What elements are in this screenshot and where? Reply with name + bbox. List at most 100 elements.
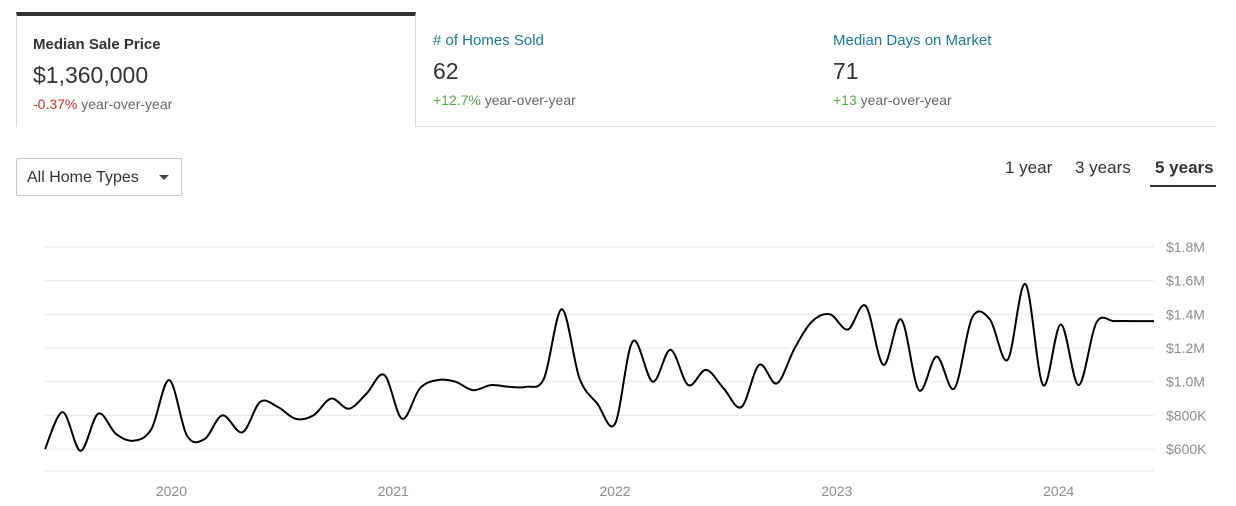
data-point[interactable] (416, 385, 424, 393)
metric-change: +13 year-over-year (833, 92, 952, 108)
data-point[interactable] (165, 376, 173, 384)
data-point[interactable] (755, 361, 763, 369)
data-point[interactable] (540, 374, 548, 382)
data-point[interactable] (201, 435, 209, 443)
data-point[interactable] (469, 386, 477, 394)
change-value: -0.37% (33, 96, 78, 112)
data-point[interactable] (968, 314, 976, 322)
home-type-dropdown[interactable]: All Home Types (16, 158, 182, 196)
data-point[interactable] (309, 411, 317, 419)
data-point[interactable] (238, 428, 246, 436)
data-point[interactable] (862, 302, 870, 310)
data-point[interactable] (826, 310, 834, 318)
data-point[interactable] (933, 353, 941, 361)
home-type-selected: All Home Types (27, 169, 139, 186)
data-point[interactable] (773, 379, 781, 387)
metric-label: Median Sale Price (33, 36, 161, 53)
x-tick-label: 2023 (821, 483, 852, 499)
data-point[interactable] (77, 447, 85, 455)
x-tick-label: 2022 (599, 483, 630, 499)
chart-line-layer (44, 283, 1154, 452)
data-point[interactable] (915, 386, 923, 394)
data-point[interactable] (363, 390, 371, 398)
median-sale-price-chart: $600K $800K $1.0M $1.2M $1.4M $1.6M $1.8M 2020… (41, 239, 1207, 499)
metric-value: 62 (433, 58, 459, 84)
data-point[interactable] (1057, 321, 1065, 329)
tab-5-years[interactable]: 5 years (1155, 158, 1214, 177)
metric-tab-median-sale-price[interactable]: Median Sale Price $1,360,000 -0.37% year… (16, 12, 416, 127)
y-axis-labels: $600K $800K $1.0M $1.2M $1.4M $1.6M $1.8M (1166, 239, 1207, 457)
tab-3-years[interactable]: 3 years (1075, 158, 1131, 177)
data-point[interactable] (183, 432, 191, 440)
data-point[interactable] (398, 415, 406, 423)
data-point[interactable] (1004, 356, 1012, 364)
data-point[interactable] (148, 425, 156, 433)
data-point[interactable] (451, 378, 459, 386)
data-point[interactable] (791, 344, 799, 352)
data-point[interactable] (487, 381, 495, 389)
data-point[interactable] (434, 376, 442, 384)
data-point[interactable] (59, 408, 67, 416)
metric-change: -0.37% year-over-year (33, 96, 172, 112)
data-point[interactable] (986, 315, 994, 323)
data-point[interactable] (611, 420, 619, 428)
data-point[interactable] (897, 315, 905, 323)
data-point[interactable] (1128, 317, 1136, 325)
y-tick-label: $1.2M (1166, 340, 1205, 356)
y-tick-label: $1.0M (1166, 374, 1205, 390)
data-point[interactable] (94, 410, 102, 418)
data-point[interactable] (950, 385, 958, 393)
data-point[interactable] (256, 398, 264, 406)
data-point[interactable] (1021, 280, 1029, 288)
metric-value: $1,360,000 (33, 62, 149, 88)
y-tick-label: $800K (1166, 407, 1207, 423)
data-point[interactable] (593, 400, 601, 408)
data-point[interactable] (274, 403, 282, 411)
data-point[interactable] (1150, 317, 1158, 325)
data-point[interactable] (1110, 317, 1118, 325)
data-point[interactable] (218, 411, 226, 419)
metric-change: +12.7% year-over-year (433, 92, 576, 108)
x-tick-label: 2024 (1043, 483, 1074, 499)
metric-tab-days-on-market[interactable]: Median Days on Market 71 +13 year-over-y… (816, 12, 1216, 125)
data-point[interactable] (41, 445, 49, 453)
tab-1-year[interactable]: 1 year (1005, 158, 1053, 177)
data-point[interactable] (738, 403, 746, 411)
data-point[interactable] (558, 305, 566, 313)
y-tick-label: $1.4M (1166, 306, 1205, 322)
data-point[interactable] (345, 405, 353, 413)
change-suffix: year-over-year (484, 92, 576, 108)
data-point[interactable] (667, 346, 675, 354)
metric-value: 71 (833, 58, 859, 84)
metric-tabs: Median Sale Price $1,360,000 -0.37% year… (16, 12, 1216, 127)
data-point[interactable] (1075, 381, 1083, 389)
data-point[interactable] (1092, 319, 1100, 327)
data-point[interactable] (505, 383, 513, 391)
data-point[interactable] (844, 326, 852, 334)
data-point[interactable] (879, 361, 887, 369)
metric-label: # of Homes Sold (433, 32, 544, 49)
data-point[interactable] (808, 317, 816, 325)
change-value: +13 (833, 92, 857, 108)
data-point[interactable] (327, 395, 335, 403)
active-tab-indicator (1150, 185, 1216, 187)
change-suffix: year-over-year (81, 96, 173, 112)
data-point[interactable] (576, 374, 584, 382)
data-point[interactable] (684, 381, 692, 389)
change-value: +12.7% (433, 92, 481, 108)
metric-tab-homes-sold[interactable]: # of Homes Sold 62 +12.7% year-over-year (416, 12, 816, 125)
data-point[interactable] (1039, 381, 1047, 389)
data-point[interactable] (522, 383, 530, 391)
data-point[interactable] (292, 415, 300, 423)
data-point[interactable] (629, 337, 637, 345)
metric-label: Median Days on Market (833, 32, 992, 49)
data-point[interactable] (649, 378, 657, 386)
data-point[interactable] (112, 430, 120, 438)
median-sale-price-line[interactable] (44, 283, 1154, 452)
y-tick-label: $1.6M (1166, 273, 1205, 289)
data-point[interactable] (130, 437, 138, 445)
data-point[interactable] (702, 366, 710, 374)
data-point[interactable] (720, 385, 728, 393)
data-point[interactable] (380, 371, 388, 379)
caret-down-icon (159, 175, 169, 180)
